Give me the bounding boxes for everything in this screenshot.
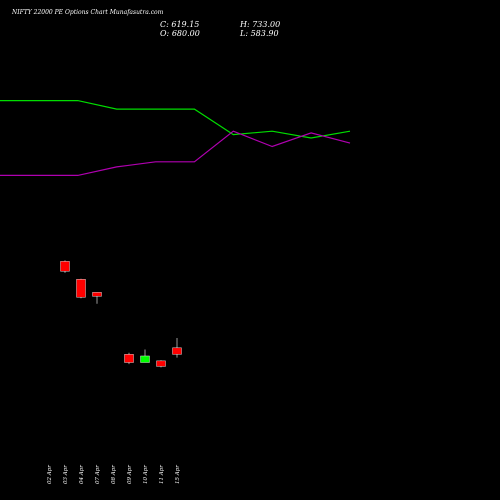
x-tick-label: 04 Apr <box>79 465 85 484</box>
x-tick-label: 03 Apr <box>63 465 69 484</box>
candle-body <box>140 355 150 363</box>
high-value: 733.00 <box>252 20 281 29</box>
candle-body <box>76 279 86 298</box>
x-tick-label: 07 Apr <box>95 465 101 484</box>
series-line-1 <box>0 99 351 139</box>
x-tick-label: 10 Apr <box>143 465 149 484</box>
x-tick-label: 09 Apr <box>127 465 133 484</box>
x-tick-label: 08 Apr <box>111 465 117 484</box>
candle-body <box>92 292 102 297</box>
low-label: L: <box>240 29 249 38</box>
close-readout: C: 619.15 <box>160 20 199 29</box>
chart-title: NIFTY 22000 PE Options Chart Munafasutra… <box>12 9 164 16</box>
low-readout: L: 583.90 <box>240 29 279 38</box>
open-label: O: <box>160 29 170 38</box>
high-readout: H: 733.00 <box>240 20 280 29</box>
x-tick-label: 11 Apr <box>159 465 165 484</box>
high-label: H: <box>240 20 250 29</box>
x-tick-label: 15 Apr <box>175 465 181 484</box>
low-value: 583.90 <box>250 29 279 38</box>
candle-body <box>172 347 182 355</box>
candle-body <box>60 261 70 272</box>
open-readout: O: 680.00 <box>160 29 200 38</box>
open-value: 680.00 <box>171 29 200 38</box>
close-label: C: <box>160 20 169 29</box>
series-line-2 <box>0 130 351 176</box>
candle-body <box>156 360 166 367</box>
x-tick-label: 02 Apr <box>47 465 53 484</box>
candle-body <box>124 354 134 363</box>
close-value: 619.15 <box>171 20 200 29</box>
